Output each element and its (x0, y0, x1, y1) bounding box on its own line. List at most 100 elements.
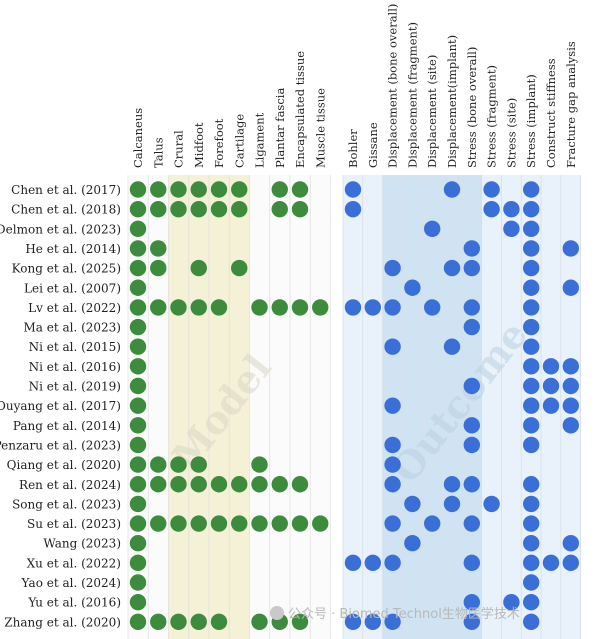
row-label-ni-et-al-2016: Ni et al. (2016) (29, 360, 121, 374)
model-dot (291, 200, 309, 218)
row-label-he-et-al-2014: He et al. (2014) (25, 242, 121, 256)
column-header-displacement-fragment: Displacement (fragment) (405, 22, 419, 168)
outcome-dot (562, 397, 579, 414)
model-dot (190, 200, 207, 218)
model-dot (170, 200, 187, 218)
model-dot (271, 299, 288, 316)
outcome-dot (523, 220, 540, 237)
model-dot (150, 259, 167, 277)
outcome-dot (384, 515, 401, 532)
row-label-ni-et-al-2015: Ni et al. (2015) (29, 340, 121, 354)
outcome-dot (384, 338, 401, 355)
row-label-su-et-al-2023: Su et al. (2023) (27, 517, 121, 531)
row-label-chen-et-al-2017: Chen et al. (2017) (11, 183, 121, 197)
outcome-dot (542, 358, 560, 375)
model-dot (291, 181, 309, 198)
outcome-dot (523, 515, 540, 532)
model-dot (129, 259, 147, 277)
model-dot (210, 515, 228, 532)
model-dot (190, 181, 207, 198)
model-dot (129, 200, 147, 218)
outcome-dot (523, 574, 540, 591)
column-header-forefoot: Forefoot (212, 118, 226, 168)
outcome-dot (404, 279, 421, 296)
outcome-dot (384, 299, 401, 316)
outcome-dot (542, 377, 560, 395)
model-dot (150, 200, 167, 218)
outcome-dot (404, 495, 421, 513)
column-header-gissane: Gissane (366, 122, 380, 168)
model-dot (271, 476, 288, 493)
model-dot (231, 181, 248, 198)
outcome-dot (523, 299, 540, 316)
outcome-dot (443, 338, 461, 355)
model-dot (210, 200, 228, 218)
model-dot (129, 299, 147, 316)
model-dot (291, 476, 309, 493)
outcome-dot (384, 456, 401, 473)
model-dot (190, 476, 207, 493)
outcome-dot (523, 476, 540, 493)
model-dot (129, 318, 147, 336)
row-label-qiang-et-al-2020: Qiang et al. (2020) (7, 458, 121, 472)
row-label-yu-et-al-2016: Yu et al. (2016) (27, 596, 121, 610)
outcome-dot (463, 417, 480, 434)
model-dot (129, 456, 147, 473)
outcome-dot (384, 613, 401, 630)
model-dot (150, 240, 167, 257)
outcome-dot (364, 613, 381, 630)
model-dot (271, 200, 288, 218)
outcome-dot (384, 476, 401, 493)
model-dot (170, 515, 187, 532)
outcome-dot (424, 515, 441, 532)
model-dot (231, 259, 248, 277)
model-dot (312, 515, 329, 532)
outcome-dot (562, 279, 579, 296)
column-header-plantar-fascia: Plantar fascia (273, 88, 287, 168)
model-dot (190, 259, 207, 277)
row-label-delmon-et-al-2023: Delmon et al. (2023) (0, 222, 121, 236)
outcome-dot (443, 495, 461, 513)
outcome-dot (523, 535, 540, 552)
column-header-bohler: Bohler (346, 129, 360, 168)
outcome-dot (483, 181, 500, 198)
column-header-fracture-gap-analysis: Fracture gap analysis (564, 41, 578, 168)
watermark: 公众号 · Biomed Technol生物医学技术 (270, 603, 520, 622)
model-dot (190, 299, 207, 316)
model-dot (210, 299, 228, 316)
outcome-dot (562, 358, 579, 375)
model-dot (251, 476, 268, 493)
model-dot (129, 495, 147, 513)
model-dot (129, 338, 147, 355)
outcome-dot (483, 495, 500, 513)
wechat-logo-icon (270, 606, 284, 620)
model-dot (129, 397, 147, 414)
outcome-dot (562, 240, 579, 257)
column-header-displacement-implant: Displacement(implant) (445, 35, 459, 168)
outcome-dot (463, 613, 480, 630)
model-dot (129, 593, 147, 611)
model-dot (190, 613, 207, 630)
outcome-dot (384, 259, 401, 277)
row-label-yao-et-al-2024: Yao et al. (2024) (21, 576, 121, 590)
outcome-dot (344, 181, 362, 198)
model-dot (150, 476, 167, 493)
outcome-dot (503, 593, 520, 611)
model-dot (129, 220, 147, 237)
outcome-dot (562, 554, 579, 572)
model-dot (190, 515, 207, 532)
model-dot (129, 515, 147, 532)
outcome-dot (523, 554, 540, 572)
model-dot (251, 456, 268, 473)
model-dot (190, 456, 207, 473)
row-label-ma-et-al-2023: Ma et al. (2023) (23, 321, 121, 335)
row-label-lei-et-al-2007: Lei et al. (2007) (24, 281, 121, 295)
model-dot (251, 299, 268, 316)
model-dot (129, 181, 147, 198)
outcome-dot (384, 436, 401, 454)
column-header-stress-bone-overall: Stress (bone overall) (465, 47, 479, 168)
outcome-dot (463, 377, 480, 395)
model-dot (129, 240, 147, 257)
row-label-penzaru-et-al-2023: Penzaru et al. (2023) (0, 438, 121, 452)
